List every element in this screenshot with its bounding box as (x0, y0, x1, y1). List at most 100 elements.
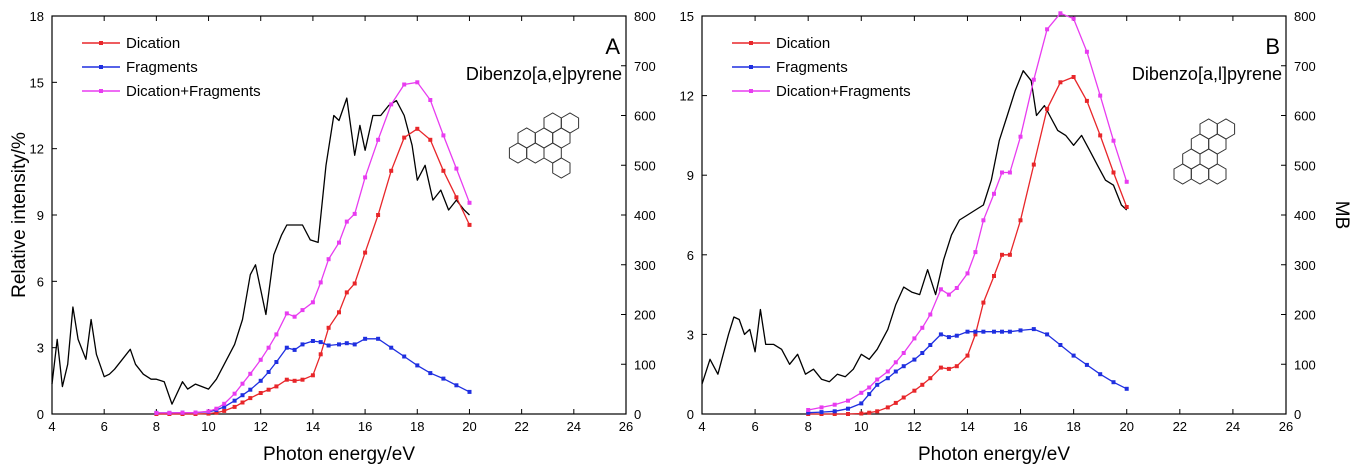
panel-a-y2-tick-label: 100 (634, 357, 656, 372)
panel-a-fragments-point (467, 389, 472, 394)
panel-b-dication-point (1018, 218, 1023, 223)
panel-b-dication-point (992, 274, 996, 278)
panel-b-fragments-point (1045, 332, 1050, 337)
panel-b-y2-tick-label: 500 (1294, 158, 1316, 173)
panel-b-fragments-point (938, 332, 943, 337)
panel-b-sum-point (1007, 170, 1012, 175)
panel-b-legend-marker (749, 65, 753, 69)
panel-a-sum-point (441, 133, 446, 138)
panel-b-sum-point (1084, 49, 1089, 54)
panel-a-panel-letter: A (605, 34, 620, 59)
panel-a-dication-point (402, 135, 407, 140)
panel-b-y-tick-label: 9 (687, 168, 694, 183)
panel-a-fragments-point (352, 342, 357, 347)
panel-a-x-tick-label: 24 (567, 419, 581, 434)
panel-b-legend-marker (749, 89, 753, 93)
panel-a-x-tick-label: 16 (358, 419, 372, 434)
panel-a-sum-point (326, 257, 331, 262)
panel-a-sum-point (206, 409, 211, 414)
panel-a-sum-point (376, 137, 381, 142)
panel-b-dication-point (1045, 106, 1050, 111)
panel-a-sum-point (292, 314, 297, 319)
panel-a-dication-point (344, 290, 349, 295)
panel-a-y2-tick-label: 600 (634, 109, 656, 124)
panel-a-sum-point (467, 200, 472, 205)
panel-b-dication-point (1000, 252, 1004, 257)
panel-b-dication-point (875, 409, 880, 414)
panel-b-fragments-line (808, 328, 1127, 414)
panel-b-fragments-point (1018, 328, 1023, 333)
panel-a-legend-dication: Dication (126, 35, 180, 52)
panel-a-dication-point (310, 373, 315, 378)
panel-a-fragments-point (389, 345, 394, 350)
panel-b-sum-point (819, 405, 824, 410)
panel-a-dication-point (248, 396, 253, 401)
panel-a-y2-tick-label: 500 (634, 158, 656, 173)
panel-b-fragments-point (1124, 386, 1129, 391)
panel-a-x-tick-label: 12 (253, 419, 267, 434)
panel-b-sum-point (859, 390, 864, 395)
panel-a-dication-point (363, 250, 368, 255)
panel-b-dication-point (867, 410, 872, 415)
panel-b-sum-point (1071, 16, 1076, 21)
panel-b-dication-point (912, 388, 917, 393)
panel-a-fragments-point (326, 343, 331, 348)
panel-a-sum-point (154, 410, 159, 415)
panel-a-x-tick-label: 26 (619, 419, 633, 434)
panel-a-x-tick-label: 10 (201, 419, 215, 434)
panel-a-molecule-structure (508, 112, 580, 179)
panel-b-y-tick-label: 6 (687, 248, 694, 263)
panel-a-fragments-point (344, 341, 349, 346)
panel-b-y2-tick-label: 300 (1294, 258, 1316, 273)
panel-a-dication-point (300, 377, 305, 382)
panel-a-legend-sum: Dication+Fragments (126, 83, 261, 100)
panel-b-y2-tick-label: 400 (1294, 208, 1316, 223)
panel-b-sum-point (1031, 77, 1036, 82)
panel-b-dication-point (893, 400, 898, 405)
panel-b-sum-point (893, 360, 898, 365)
panel-b-sum-point (1058, 11, 1063, 16)
panel-b-dication-point (1124, 205, 1129, 209)
panel-a-dication-point (222, 408, 227, 413)
panel-b-dication-point (885, 405, 890, 410)
panel-b-dication-point (1007, 252, 1012, 257)
panel-a-fragments-point (337, 342, 341, 347)
panel-a-y-tick-label: 15 (30, 75, 44, 90)
panel-b-dication-point (901, 395, 906, 400)
panel-a-x-tick-label: 6 (101, 419, 108, 434)
panel-a-fragments-point (454, 383, 459, 388)
panel-a-sum-point (454, 166, 459, 171)
panel-a-sum-point (363, 175, 368, 180)
panel-b-fragments-point (885, 376, 890, 381)
panel-a-dication-point (284, 377, 289, 382)
panel-a-sum-point (344, 219, 349, 224)
panel-a-molecule-ring (552, 157, 571, 179)
panel-a-sum-point (415, 80, 420, 85)
panel-a-sum-point (193, 410, 198, 415)
panel-b-fragments-point (867, 392, 872, 397)
panel-b-dication-point (954, 364, 959, 369)
panel-b-sum-point (1018, 134, 1023, 139)
panel-b-sum-line (808, 12, 1128, 411)
panel-a-fragments-point (258, 378, 263, 383)
panel-a-sum-point (284, 311, 289, 316)
panel-a-x-axis-label: Photon energy/eV (263, 444, 415, 465)
panel-b-sum-point (992, 191, 996, 196)
panel-a-compound-name: Dibenzo[a,e]pyrene (466, 64, 622, 84)
panel-b-dication-point (1098, 133, 1103, 138)
panel-a-fragments-point (402, 354, 407, 359)
panel-a-y2-tick-label: 400 (634, 208, 656, 223)
panel-a-y-tick-label: 9 (37, 208, 44, 223)
panel-a-x-tick-label: 20 (462, 419, 476, 434)
panel-a-sum-point (337, 240, 341, 245)
panel-b-sum-point (885, 369, 890, 374)
panel-b-y2-tick-label: 100 (1294, 357, 1316, 372)
panel-b-fragments-point (946, 335, 951, 340)
panel-b-fragments-point (1031, 327, 1036, 332)
panel-a-dication-point (467, 222, 472, 227)
panel-b-x-tick-label: 4 (698, 419, 705, 434)
panel-b-x-tick-label: 8 (805, 419, 812, 434)
panel-b-molecule-ring (1173, 163, 1192, 185)
panel-a-y-tick-label: 12 (30, 142, 44, 157)
